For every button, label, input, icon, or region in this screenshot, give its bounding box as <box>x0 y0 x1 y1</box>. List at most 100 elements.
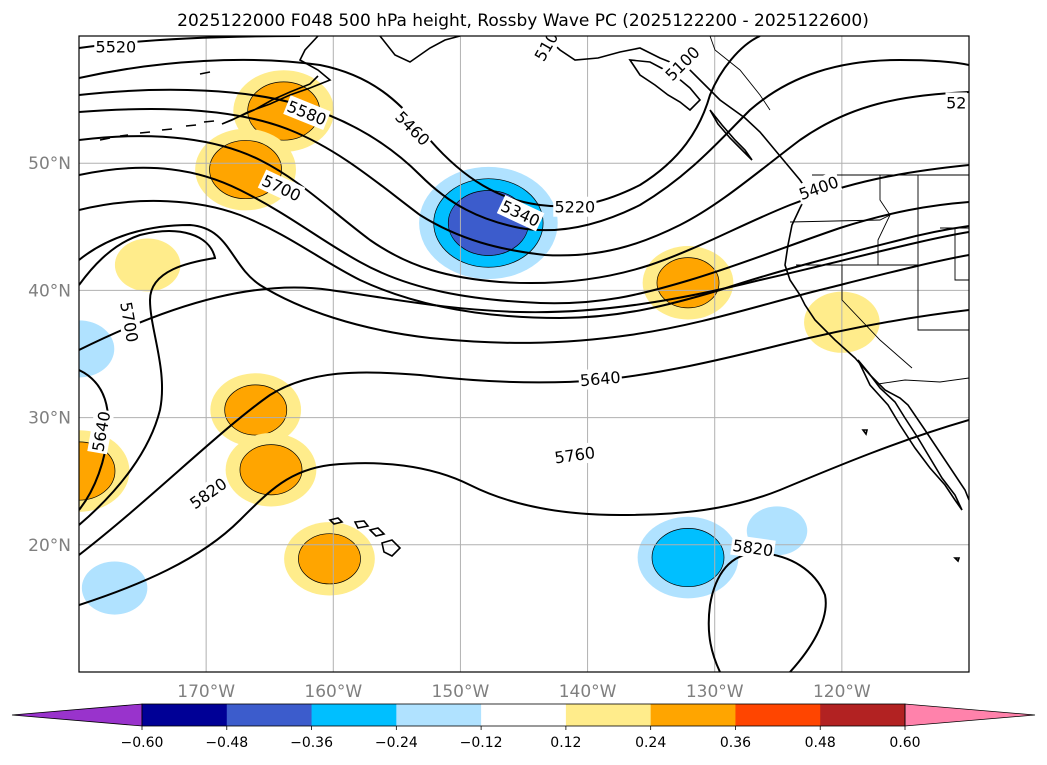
colorbar-segment <box>396 704 482 726</box>
colorbar: −0.60 −0.48 −0.36 −0.24 −0.12 0.12 0.24 0.36 0.4… <box>11 703 1036 751</box>
contour-line <box>79 419 969 606</box>
longitude-label: 140°W <box>559 682 617 702</box>
latitude-label: 50°N <box>28 154 71 174</box>
anomaly-level <box>79 441 116 501</box>
coastline-british-columbia <box>628 59 753 161</box>
negative-anomaly <box>81 561 148 615</box>
anomaly-level <box>239 444 303 496</box>
contour-line <box>79 309 969 556</box>
map-frame <box>78 35 970 673</box>
colorbar-segment <box>311 704 397 726</box>
contour-label-bg <box>496 194 545 232</box>
hawaii-island-3 <box>368 527 386 537</box>
contour-label-bg <box>257 169 306 206</box>
contour-line <box>79 91 969 257</box>
map-background <box>79 36 969 672</box>
latitude-tick-labels: 50°N 40°N 30°N 20°N <box>28 154 71 556</box>
contour-label: 5220 <box>553 196 597 217</box>
contour-label-bg <box>577 366 623 391</box>
colorbar-tick-label: −0.60 <box>121 735 164 751</box>
state-border-mt <box>917 175 969 331</box>
state-border-wa-or <box>789 214 891 223</box>
anomaly-level <box>651 528 725 588</box>
longitude-label: 150°W <box>432 682 490 702</box>
colorbar-segment <box>565 704 652 726</box>
latitude-label: 30°N <box>28 409 71 429</box>
colorbar-extend-high <box>904 703 1036 727</box>
longitude-label: 160°W <box>304 682 362 702</box>
contour-label-bg <box>529 36 569 66</box>
latitude-label: 20°N <box>28 536 71 556</box>
colorbar-tick-label: −0.12 <box>460 735 503 751</box>
positive-anomaly <box>284 522 375 596</box>
us-mexico-border <box>877 377 969 385</box>
colorbar-tick-label: −0.48 <box>205 735 248 751</box>
contour-label: 5640 <box>577 366 623 391</box>
contour-line <box>79 231 969 351</box>
contour-label-bg <box>390 105 436 151</box>
contour-label-bg <box>283 95 331 131</box>
longitude-label: 130°W <box>686 682 744 702</box>
hawaii-island-4 <box>381 539 402 557</box>
colorbar-tick-label: 0.12 <box>550 735 581 751</box>
contour-label-bg <box>94 36 138 57</box>
contour-label-text: 5520 <box>96 37 137 56</box>
colorbar-tick-label: 0.24 <box>635 735 666 751</box>
contour-label-text: 52 <box>946 93 966 112</box>
map-title: 2025122000 F048 500 hPa height, Rossby W… <box>177 11 869 31</box>
positive-anomaly <box>114 238 181 292</box>
anomaly-shading-layer <box>79 70 880 615</box>
positive-anomaly <box>225 433 317 507</box>
colorbar-tick-label: −0.36 <box>290 735 333 751</box>
contour-label-bg <box>115 299 144 346</box>
contour-label-bg <box>730 534 776 561</box>
hawaii-island-1 <box>328 517 344 525</box>
contour-line <box>79 199 969 320</box>
contour-line <box>79 166 969 305</box>
anomaly-level <box>79 320 115 378</box>
contour-label: 5520 <box>94 36 138 57</box>
longitude-label: 120°W <box>813 682 871 702</box>
contour-label-bg <box>794 170 843 205</box>
longitude-label: 170°W <box>177 682 235 702</box>
negative-anomaly <box>79 320 115 378</box>
colorbar-tick-label: 0.36 <box>720 735 751 751</box>
coastline-alaska <box>221 36 461 125</box>
contour-label-bg <box>551 441 598 468</box>
contour-label-bg <box>659 40 705 86</box>
small-island <box>861 429 869 436</box>
positive-anomaly <box>210 373 302 447</box>
contour-label: 5760 <box>551 441 598 468</box>
positive-anomaly <box>642 246 734 320</box>
contour-line <box>79 230 217 526</box>
colorbar-segment <box>226 704 313 726</box>
contour-label: 52 <box>945 92 968 113</box>
colorbar-segment <box>735 704 821 726</box>
contour-label-text: 5640 <box>579 368 621 390</box>
graticule <box>79 36 969 672</box>
coastline-baja-california <box>857 359 963 511</box>
colorbar-segment <box>820 704 906 726</box>
longitude-tick-labels: 170°W 160°W 150°W 140°W 130°W 120°W <box>177 682 871 702</box>
contour-line <box>79 223 969 344</box>
contour-label-bg <box>945 92 968 113</box>
contour-line <box>79 135 969 285</box>
coastline-north-america <box>544 36 969 501</box>
anomaly-level <box>224 384 288 436</box>
small-island <box>953 557 961 563</box>
contour-label-text: 5220 <box>554 198 595 217</box>
colorbar-segment <box>142 704 228 726</box>
colorbar-extend-low <box>11 703 143 727</box>
hawaii-island-2 <box>353 520 370 529</box>
colorbar-tick-label: −0.24 <box>375 735 418 751</box>
contour-label-bg <box>87 408 115 455</box>
coastline-layer <box>99 36 969 563</box>
contour-label-bg <box>553 196 597 217</box>
contour-label-bg <box>184 472 232 514</box>
anomaly-level <box>298 533 361 585</box>
colorbar-segment <box>650 704 736 726</box>
state-border-ca-nv <box>841 265 913 369</box>
colorbar-frame <box>141 703 906 727</box>
colorbar-segment <box>481 704 567 726</box>
